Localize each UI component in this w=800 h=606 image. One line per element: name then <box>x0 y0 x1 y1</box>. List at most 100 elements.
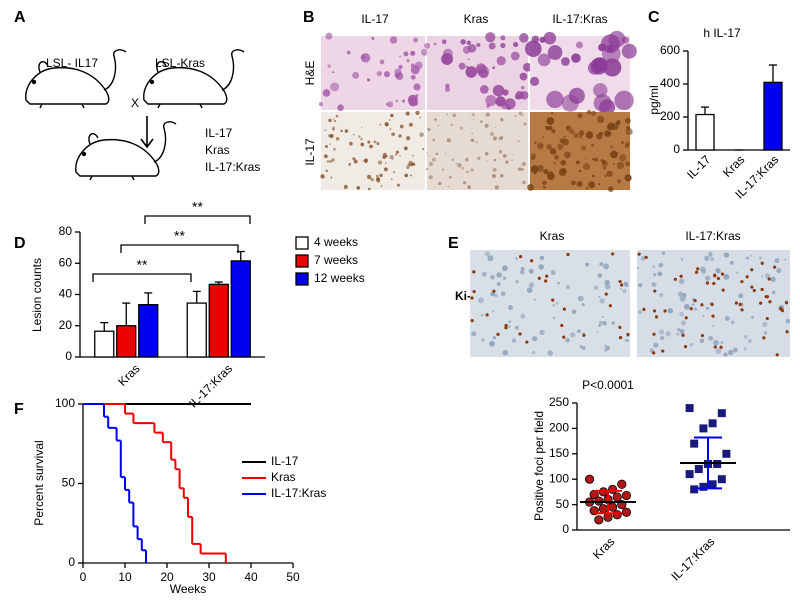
ki67-nucleus <box>765 316 769 321</box>
tissue-spot <box>532 335 538 342</box>
tissue-spot <box>445 87 450 92</box>
tissue-spot <box>515 94 521 100</box>
legend-swatch <box>295 272 309 286</box>
tissue-spot <box>691 303 695 306</box>
tissue-spot <box>487 255 494 262</box>
tissue-spot <box>620 141 625 145</box>
tissue-spot <box>596 133 603 140</box>
tissue-spot <box>403 51 409 57</box>
tissue-spot <box>530 153 537 159</box>
tissue-spot <box>749 254 752 257</box>
tissue-spot <box>395 99 399 103</box>
tissue-spot <box>492 310 495 313</box>
tissue-spot <box>513 42 519 48</box>
tissue-spot <box>502 153 507 158</box>
tissue-spot <box>502 265 508 272</box>
tissue-spot <box>522 162 526 166</box>
tissue-spot <box>451 158 454 162</box>
ki67-nucleus <box>652 309 657 313</box>
tissue-spot <box>441 39 447 45</box>
tissue-spot <box>723 252 730 258</box>
ki67-nucleus <box>765 295 770 299</box>
tissue-spot <box>584 157 587 160</box>
tissue-spot <box>470 168 474 172</box>
tissue-spot <box>746 256 749 260</box>
ki67-nucleus <box>780 309 785 313</box>
micrograph <box>424 32 532 110</box>
point <box>598 487 609 497</box>
column-label: IL-17:Kras <box>685 229 740 243</box>
ki67-nucleus <box>712 281 716 286</box>
y-tick-label: 150 <box>549 446 569 460</box>
tissue-spot <box>597 273 603 278</box>
tissue-spot <box>491 173 496 179</box>
tissue-spot <box>640 256 646 261</box>
tissue-spot <box>652 272 657 277</box>
tissue-spot <box>571 53 581 63</box>
tissue-spot <box>515 280 519 284</box>
tissue-spot <box>477 297 484 304</box>
bar <box>138 304 159 358</box>
tissue-spot <box>511 338 517 343</box>
tissue-spot <box>514 114 517 118</box>
tissue-spot <box>526 287 533 294</box>
tissue-spot <box>466 170 469 174</box>
tissue-spot <box>369 144 373 149</box>
tissue-spot <box>528 268 534 274</box>
tissue-spot <box>485 152 489 156</box>
tissue-spot <box>470 138 475 143</box>
ki67-nucleus <box>734 301 738 305</box>
tissue-spot <box>413 83 421 91</box>
tissue-spot <box>476 42 481 48</box>
tissue-spot <box>547 171 554 178</box>
tissue-spot <box>657 271 663 277</box>
tissue-spot <box>343 184 348 190</box>
ki67-nucleus <box>773 265 777 269</box>
tissue-spot <box>759 256 762 260</box>
tissue-spot <box>408 160 413 166</box>
tissue-spot <box>492 66 495 70</box>
legend-label: IL-17:Kras <box>271 486 326 500</box>
ki67-nucleus <box>652 332 656 336</box>
legend-swatch <box>295 236 309 250</box>
tissue-spot <box>396 183 400 187</box>
tissue-spot <box>658 262 663 268</box>
point <box>685 404 694 413</box>
tissue-spot <box>427 128 431 131</box>
tissue-spot <box>324 154 328 159</box>
tissue-spot <box>600 158 604 163</box>
tissue-spot <box>560 159 566 166</box>
tissue-spot <box>346 50 351 55</box>
tissue-spot <box>442 48 453 59</box>
point <box>607 502 618 512</box>
tissue-spot <box>492 84 505 97</box>
tissue-spot <box>547 350 554 356</box>
ki67-nucleus <box>642 307 646 311</box>
point <box>598 504 609 514</box>
ki67-nucleus <box>618 325 622 329</box>
tissue-spot <box>528 282 535 288</box>
tissue-spot <box>546 144 552 150</box>
tissue-spot <box>492 136 497 141</box>
tissue-spot <box>324 145 328 149</box>
tissue-spot <box>617 179 622 184</box>
ki67-nucleus <box>750 285 754 289</box>
tissue-spot <box>573 133 579 138</box>
tissue-spot <box>494 294 498 298</box>
tissue-spot <box>500 35 506 41</box>
tissue-spot <box>585 131 594 139</box>
tissue-spot <box>348 162 351 165</box>
y-axis-label: Percent survival <box>32 440 46 525</box>
ki67-nucleus <box>470 319 474 323</box>
tissue-spot <box>399 124 404 129</box>
tissue-spot <box>340 129 343 133</box>
tissue-spot <box>484 251 491 257</box>
ki67-nucleus <box>721 288 725 292</box>
tissue-spot <box>523 122 527 126</box>
tissue-spot <box>771 290 776 295</box>
tissue-spot <box>392 132 396 136</box>
tissue-spot <box>406 165 410 170</box>
panel-label: C <box>648 9 660 26</box>
legend-swatch <box>295 254 309 268</box>
tissue-spot <box>564 151 571 159</box>
